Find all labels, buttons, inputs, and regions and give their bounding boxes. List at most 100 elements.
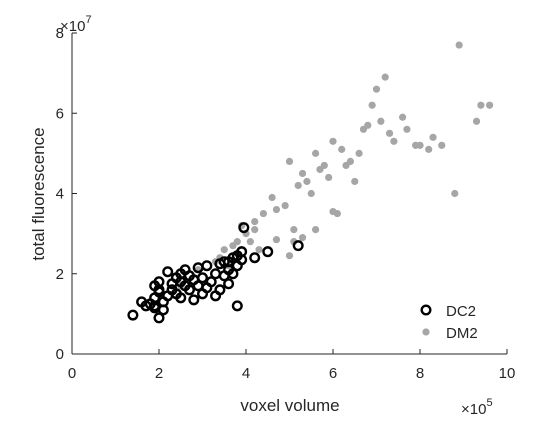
legend: DC2 DM2 (420, 303, 478, 342)
point-dm2 (455, 41, 463, 49)
x-tick-label: 8 (416, 365, 424, 382)
point-dc2 (196, 272, 208, 284)
point-dm2 (399, 113, 407, 121)
y-axis-label: total fluorescence (29, 127, 48, 260)
point-dc2 (127, 309, 139, 321)
point-dc2 (249, 252, 261, 264)
point-dc2 (292, 240, 304, 252)
point-dm2 (246, 238, 254, 246)
y-tick-label: 8 (56, 25, 64, 42)
legend-marker-dc2 (420, 304, 432, 316)
point-dm2 (385, 129, 394, 137)
x-exponent-base: ×10 (461, 401, 486, 418)
point-dm2 (346, 157, 354, 165)
point-dc2 (183, 284, 195, 296)
point-dm2 (390, 137, 398, 145)
x-tick-label: 4 (242, 365, 250, 382)
point-dc2 (262, 246, 274, 258)
y-tick-label: 4 (56, 186, 64, 203)
x-tick-label: 0 (68, 365, 76, 382)
point-dm2 (372, 85, 381, 93)
point-dc2 (210, 268, 222, 280)
x-exponent: ×105 (461, 397, 493, 418)
point-dc2 (238, 222, 250, 234)
point-dc2 (166, 278, 178, 290)
point-dm2 (438, 141, 446, 149)
point-dm2 (320, 161, 328, 170)
point-dm2 (272, 205, 281, 214)
axes-layer: 0 2 4 6 8 10 0 2 4 6 8 (56, 25, 516, 382)
point-dm2 (307, 189, 315, 198)
point-dm2 (472, 117, 481, 125)
point-dc2 (153, 284, 165, 296)
point-dm2 (368, 101, 376, 109)
point-dm2 (329, 137, 337, 145)
point-dc2 (153, 312, 165, 324)
point-dm2 (364, 121, 372, 129)
point-dc2 (223, 256, 235, 268)
point-dc2 (162, 266, 174, 278)
point-dm2 (298, 169, 307, 178)
point-dm2 (298, 234, 307, 242)
point-dm2 (355, 149, 363, 157)
point-dm2 (303, 177, 311, 186)
point-dm2 (312, 149, 320, 157)
points-layer (127, 41, 494, 324)
y-tick-label: 6 (56, 105, 64, 122)
y-tick-label: 2 (56, 266, 64, 283)
x-axis-label: voxel volume (240, 396, 339, 415)
point-dm2 (220, 246, 228, 254)
y-exponent-base: ×10 (60, 18, 85, 35)
x-tick-label: 6 (329, 365, 337, 382)
x-exponent-power: 5 (486, 397, 492, 409)
point-dm2 (259, 209, 267, 218)
point-dm2 (312, 226, 320, 234)
svg-text:×107: ×107 (60, 14, 92, 35)
point-dm2 (377, 117, 385, 125)
point-dm2 (325, 173, 333, 182)
point-dm2 (272, 236, 281, 244)
y-exponent: ×107 (60, 14, 92, 35)
point-dm2 (290, 226, 298, 234)
point-dm2 (338, 145, 346, 153)
point-dm2 (329, 207, 337, 216)
point-dm2 (251, 226, 259, 234)
point-dm2 (429, 133, 437, 141)
point-dc2 (227, 268, 239, 280)
point-dc2 (149, 300, 161, 312)
point-dm2 (255, 246, 263, 254)
legend-label-dc2: DC2 (446, 303, 476, 320)
point-dm2 (268, 193, 276, 202)
svg-text:×105: ×105 (461, 397, 493, 418)
point-dc2 (201, 260, 213, 272)
point-dc2 (214, 284, 226, 296)
point-dm2 (451, 189, 459, 198)
legend-marker-dm2 (422, 328, 430, 336)
point-dm2 (285, 157, 294, 165)
point-dm2 (294, 181, 302, 190)
point-dc2 (231, 300, 243, 312)
y-exponent-power: 7 (85, 14, 91, 26)
x-tick-label: 10 (499, 365, 516, 382)
point-dm2 (416, 141, 424, 149)
point-dc2 (157, 304, 169, 316)
point-dm2 (486, 101, 494, 109)
point-dm2 (233, 238, 241, 246)
point-dm2 (381, 73, 389, 81)
point-dc2 (205, 276, 217, 288)
point-dm2 (477, 101, 485, 109)
point-dm2 (285, 252, 294, 260)
point-dc2 (223, 278, 235, 290)
point-dc2 (188, 294, 200, 306)
point-dm2 (403, 125, 411, 133)
point-dm2 (351, 177, 359, 186)
point-dc2 (231, 250, 243, 262)
point-dm2 (281, 201, 289, 210)
y-tick-label: 0 (56, 346, 64, 363)
x-tick-label: 2 (155, 365, 163, 382)
legend-label-dm2: DM2 (446, 325, 478, 342)
point-dm2 (425, 145, 433, 153)
point-dm2 (251, 217, 259, 226)
point-dc2 (175, 292, 187, 304)
